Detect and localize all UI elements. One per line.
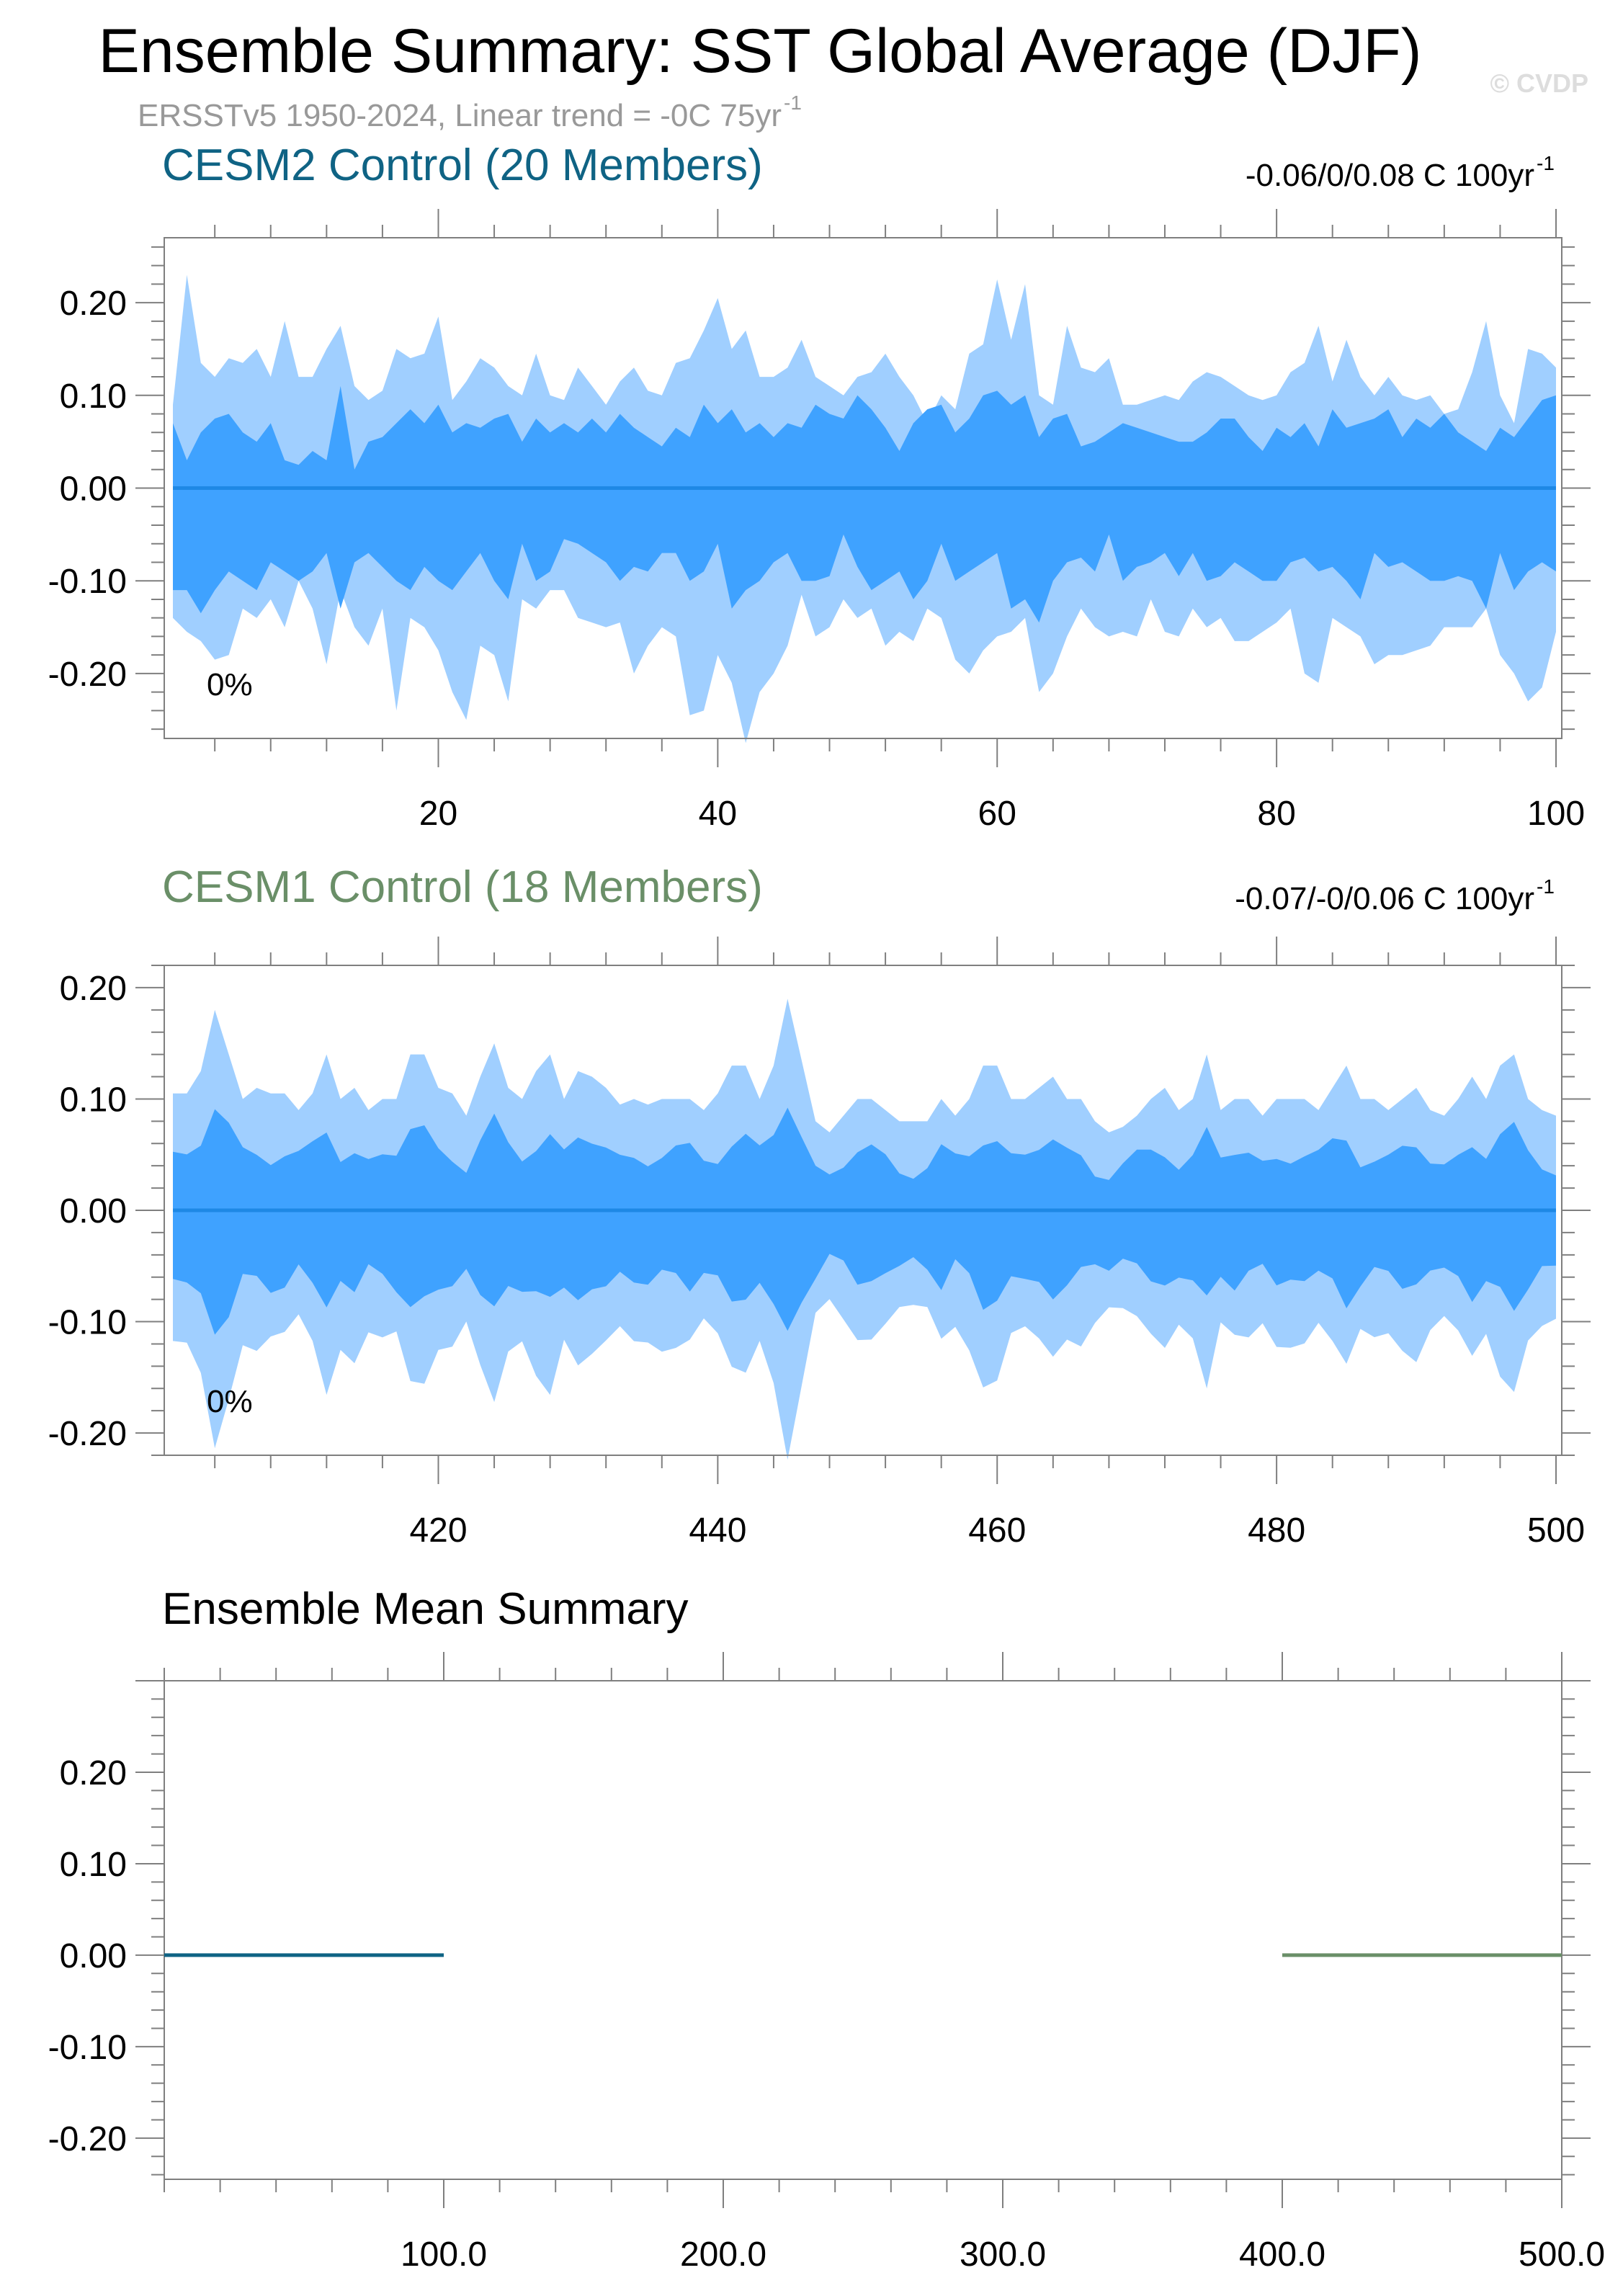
x-tick-label: 440 [689, 1511, 746, 1550]
panel-cesm1: -0.20 -0.10 0.00 0.10 0.20 420 440 460 480 500 CES… [48, 862, 1591, 1550]
x-tick-label: 60 [978, 795, 1016, 833]
main-title: Ensemble Summary: SST Global Average (DJ… [99, 17, 1422, 86]
trend-sup: -1 [1537, 875, 1555, 898]
y-tick-label: -0.20 [48, 656, 127, 694]
subtitle-sup: -1 [784, 91, 802, 114]
trend-sup: -1 [1537, 152, 1555, 174]
x-tick-label: 500 [1527, 1511, 1585, 1550]
percent-label: 0% [207, 1384, 253, 1419]
panel-title: CESM2 Control (20 Members) [162, 140, 763, 190]
panel-title: CESM1 Control (18 Members) [162, 862, 763, 912]
percent-label: 0% [207, 667, 253, 702]
y-tick-label: -0.10 [48, 563, 127, 601]
trend-label: -0.06/0/0.08 C 100yr [1246, 158, 1534, 193]
y-tick-label: 0.10 [60, 378, 127, 416]
watermark: © CVDP [1490, 68, 1588, 98]
x-tick-label: 200.0 [680, 2235, 766, 2274]
inner-spread-band [173, 1107, 1556, 1335]
y-tick-label: 0.00 [60, 1937, 127, 1975]
y-tick-label: 0.00 [60, 470, 127, 509]
y-tick-label: 0.20 [60, 285, 127, 323]
x-tick-label: 100.0 [401, 2235, 487, 2274]
x-tick-label: 300.0 [960, 2235, 1046, 2274]
x-tick-label: 480 [1248, 1511, 1305, 1550]
x-tick-label: 460 [968, 1511, 1026, 1550]
y-tick-label: 0.20 [60, 1754, 127, 1792]
panel-cesm2: -0.20 -0.10 0.00 0.10 0.20 20 40 60 80 100 CESM2 C… [48, 140, 1591, 833]
y-tick-label: -0.10 [48, 1304, 127, 1342]
x-tick-label: 400.0 [1239, 2235, 1325, 2274]
y-tick-label: 0.10 [60, 1081, 127, 1119]
x-tick-label: 500.0 [1519, 2235, 1605, 2274]
panel-title: Ensemble Mean Summary [162, 1584, 689, 1634]
panel-ensemble-mean: -0.20 -0.10 0.00 0.10 0.20 100.0 200.0 300.0 400… [48, 1584, 1605, 2274]
y-tick-label: -0.10 [48, 2029, 127, 2067]
x-tick-label: 420 [409, 1511, 467, 1550]
y-tick-label: -0.20 [48, 1415, 127, 1453]
subtitle: ERSSTv5 1950-2024, Linear trend = -0C 75… [138, 98, 782, 133]
x-tick-label: 80 [1257, 795, 1295, 833]
y-tick-label: 0.20 [60, 970, 127, 1008]
inner-spread-band [173, 385, 1556, 623]
y-tick-label: 0.00 [60, 1192, 127, 1230]
trend-label: -0.07/-0/0.06 C 100yr [1235, 881, 1534, 916]
y-tick-label: -0.20 [48, 2120, 127, 2158]
y-tick-label: 0.10 [60, 1846, 127, 1884]
x-tick-label: 20 [419, 795, 457, 833]
plot-frame [164, 1680, 1562, 2180]
x-tick-label: 40 [699, 795, 737, 833]
x-tick-label: 100 [1527, 795, 1585, 833]
